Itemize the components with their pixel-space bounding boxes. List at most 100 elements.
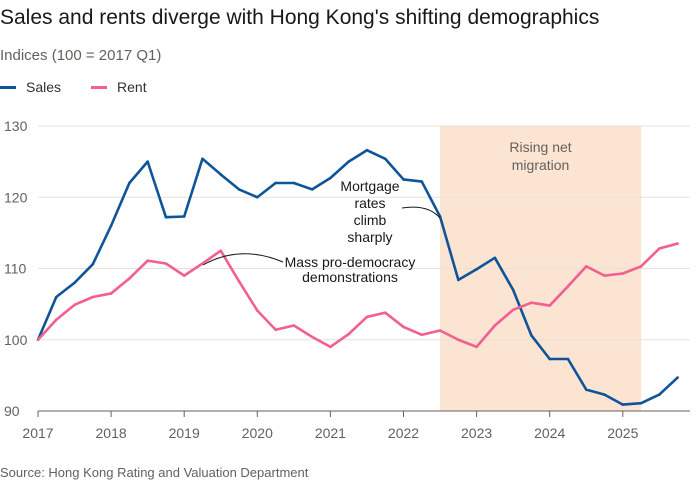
- legend-item-rent: Rent: [91, 79, 147, 95]
- shaded-region-label-line: Rising net: [509, 139, 571, 155]
- data-point-rent-2022Q2: [420, 333, 424, 337]
- data-point-rent-2025Q4: [676, 242, 679, 245]
- x-tick-label: 2024: [534, 425, 565, 441]
- data-point-rent-2023Q4: [530, 301, 533, 305]
- data-point-sales-2022Q1: [402, 178, 405, 181]
- shaded-region-label-line: migration: [512, 157, 570, 173]
- data-point-rent-2024Q2: [566, 285, 570, 288]
- data-point-sales-2019Q2: [201, 157, 204, 161]
- legend-label-sales: Sales: [26, 79, 62, 95]
- data-point-rent-2023Q2: [493, 324, 497, 327]
- data-point-sales-2025Q4: [676, 376, 679, 379]
- data-point-rent-2017Q4: [91, 295, 95, 299]
- y-tick-label: 110: [4, 261, 27, 277]
- data-point-sales-2018Q4: [164, 215, 168, 219]
- y-tick-label: 100: [4, 332, 28, 348]
- data-point-rent-2021Q1: [329, 345, 332, 349]
- data-point-rent-2019Q1: [182, 274, 186, 277]
- data-point-sales-2024Q1: [548, 357, 551, 361]
- data-point-rent-2020Q4: [310, 335, 314, 339]
- data-point-sales-2019Q1: [182, 215, 186, 218]
- data-point-sales-2020Q2: [274, 181, 277, 185]
- data-point-rent-2023Q3: [511, 308, 515, 312]
- y-tick-label: 90: [4, 403, 20, 419]
- data-point-rent-2021Q3: [365, 315, 369, 319]
- data-point-sales-2023Q3: [511, 288, 515, 292]
- x-tick-label: 2021: [315, 425, 346, 441]
- series-line-rent: [37, 242, 678, 349]
- data-point-sales-2021Q1: [329, 176, 332, 180]
- data-point-sales-2023Q2: [493, 256, 497, 260]
- data-point-rent-2018Q2: [128, 277, 131, 280]
- data-point-sales-2020Q4: [310, 188, 314, 191]
- data-point-rent-2021Q4: [383, 311, 387, 314]
- x-tick-label: 2017: [22, 425, 53, 441]
- annotation-line: Mass pro-democracy: [285, 254, 416, 270]
- x-tick-label: 2025: [607, 425, 638, 441]
- data-point-sales-2022Q2: [420, 180, 424, 183]
- chart-subtitle: Indices (100 = 2017 Q1): [0, 47, 162, 64]
- x-tick-label: 2020: [242, 425, 273, 441]
- legend-swatch-sales: [0, 85, 16, 89]
- data-point-sales-2025Q1: [621, 403, 625, 406]
- annotation-line: rates: [354, 195, 385, 211]
- data-point-sales-2019Q3: [219, 173, 223, 176]
- annotation-mortgage-rates: Mortgage rates climb sharply: [340, 178, 399, 245]
- x-tick-label: 2018: [96, 425, 127, 441]
- data-point-sales-2023Q1: [475, 267, 478, 271]
- data-point-rent-2024Q4: [603, 274, 606, 277]
- data-point-sales-2024Q4: [603, 393, 606, 396]
- y-tick-label: 120: [4, 189, 28, 205]
- annotation-line: sharply: [347, 229, 392, 245]
- data-point-sales-2017Q2: [54, 295, 58, 299]
- data-point-sales-2022Q4: [457, 278, 460, 282]
- data-point-rent-2018Q1: [109, 292, 113, 295]
- data-point-rent-2023Q1: [475, 345, 478, 349]
- data-point-rent-2025Q3: [658, 247, 661, 250]
- data-point-sales-2021Q2: [347, 160, 350, 163]
- data-point-rent-2019Q2: [201, 262, 204, 265]
- annotation-connector-demonstrations: [202, 253, 284, 266]
- data-point-rent-2017Q1: [36, 338, 40, 342]
- data-point-sales-2020Q1: [255, 195, 259, 199]
- data-point-rent-2020Q1: [255, 309, 259, 312]
- data-point-rent-2024Q1: [548, 304, 551, 307]
- data-point-sales-2017Q3: [73, 281, 76, 285]
- data-point-sales-2023Q4: [530, 334, 533, 337]
- series-line-sales: [36, 148, 679, 406]
- data-point-sales-2018Q1: [109, 224, 113, 228]
- data-point-rent-2019Q3: [219, 249, 223, 252]
- annotation-line: climb: [354, 212, 387, 228]
- data-point-sales-2024Q2: [566, 357, 570, 361]
- data-point-sales-2019Q4: [237, 188, 241, 191]
- data-point-rent-2021Q2: [347, 332, 350, 336]
- x-tick-label: 2019: [169, 425, 200, 441]
- data-point-rent-2018Q3: [146, 259, 149, 262]
- data-point-sales-2017Q4: [91, 262, 95, 266]
- legend-item-sales: Sales: [0, 79, 61, 95]
- data-point-rent-2022Q1: [402, 325, 405, 329]
- x-tick-label: 2023: [461, 425, 492, 441]
- data-point-rent-2019Q4: [237, 280, 241, 283]
- data-point-sales-2018Q2: [128, 181, 131, 185]
- data-point-sales-2020Q3: [292, 181, 296, 185]
- shaded-region-label: Rising net migration: [509, 139, 571, 173]
- data-point-rent-2022Q3: [438, 329, 442, 332]
- legend-label-rent: Rent: [117, 79, 147, 95]
- chart-title: Sales and rents diverge with Hong Kong's…: [0, 6, 600, 29]
- annotation-connector-mortgage: [401, 206, 441, 219]
- data-point-sales-2018Q3: [146, 160, 149, 163]
- annotation-demonstrations: Mass pro-democracy demonstrations: [285, 254, 416, 285]
- data-point-rent-2025Q1: [621, 272, 625, 275]
- data-point-rent-2020Q2: [274, 328, 277, 332]
- legend: Sales Rent: [0, 79, 147, 95]
- data-point-sales-2025Q3: [658, 393, 661, 396]
- annotation-line: Mortgage: [340, 178, 399, 194]
- data-point-sales-2021Q4: [383, 157, 387, 161]
- data-point-rent-2025Q2: [639, 265, 643, 268]
- source-note: Source: Hong Kong Rating and Valuation D…: [0, 465, 309, 480]
- data-point-rent-2017Q3: [73, 303, 76, 307]
- data-point-rent-2017Q2: [54, 318, 58, 322]
- annotation-line: demonstrations: [302, 269, 398, 285]
